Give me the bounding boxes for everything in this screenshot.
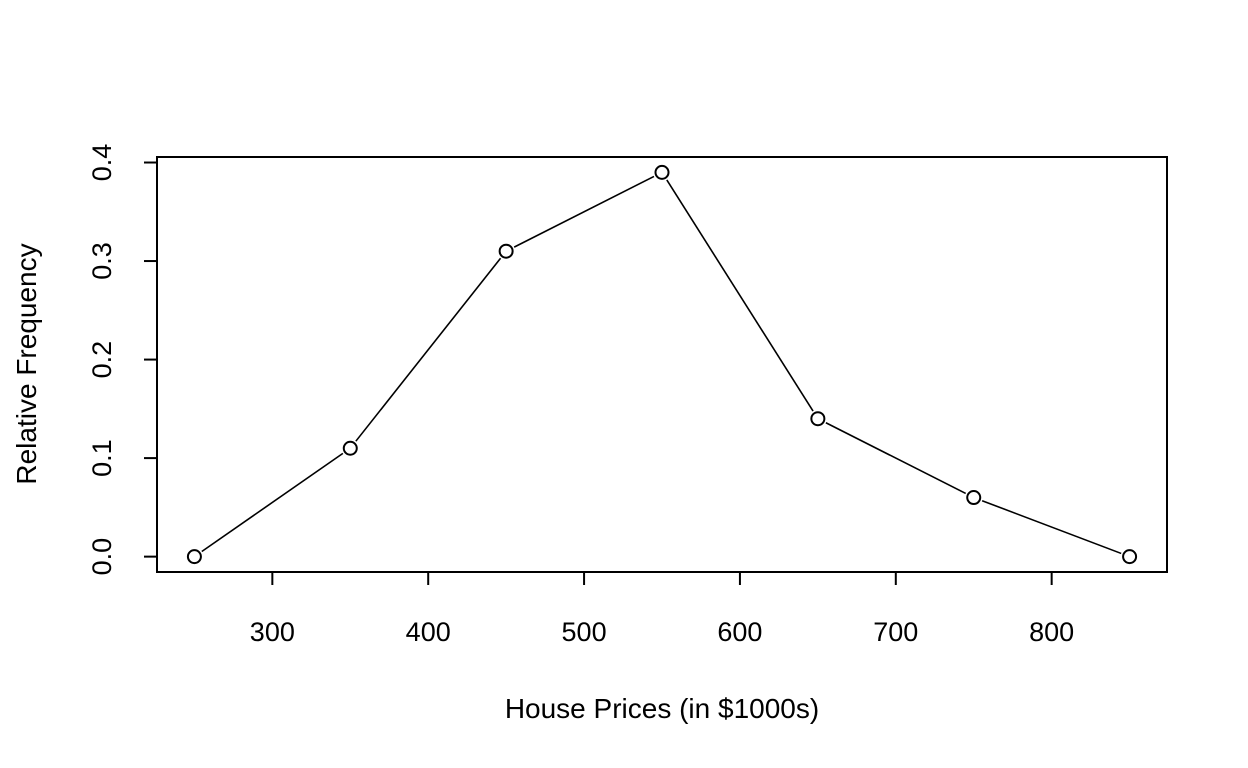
series-segment [355, 257, 502, 442]
y-tick-label: 0.0 [87, 538, 117, 576]
y-tick-label: 0.1 [87, 439, 117, 477]
series-segment [201, 452, 344, 553]
series-segment [981, 499, 1122, 555]
data-point-350 [342, 440, 358, 456]
series-segment [666, 179, 814, 412]
series-segment [825, 422, 967, 495]
x-tick-label: 300 [250, 617, 295, 647]
x-tick-label: 700 [873, 617, 918, 647]
series-relative-frequency [186, 164, 1138, 565]
y-axis-title: Relative Frequency [11, 243, 42, 484]
data-point-750 [966, 490, 982, 506]
series-segment [513, 175, 655, 248]
data-point-250 [186, 549, 202, 565]
data-point-850 [1122, 549, 1138, 565]
y-tick-label: 0.4 [87, 144, 117, 182]
x-axis: 300 400 500 600 700 800 [250, 572, 1074, 647]
x-tick-label: 600 [717, 617, 762, 647]
data-point-650 [810, 411, 826, 427]
y-tick-label: 0.2 [87, 341, 117, 379]
plot-frame [156, 156, 1168, 573]
x-tick-label: 500 [562, 617, 607, 647]
x-tick-label: 800 [1029, 617, 1074, 647]
x-tick-label: 400 [406, 617, 451, 647]
x-axis-title: House Prices (in $1000s) [505, 693, 819, 724]
data-point-450 [498, 243, 514, 259]
y-axis: 0.0 0.1 0.2 0.3 0.4 [87, 144, 157, 576]
y-tick-label: 0.3 [87, 242, 117, 280]
data-point-550 [654, 164, 670, 180]
